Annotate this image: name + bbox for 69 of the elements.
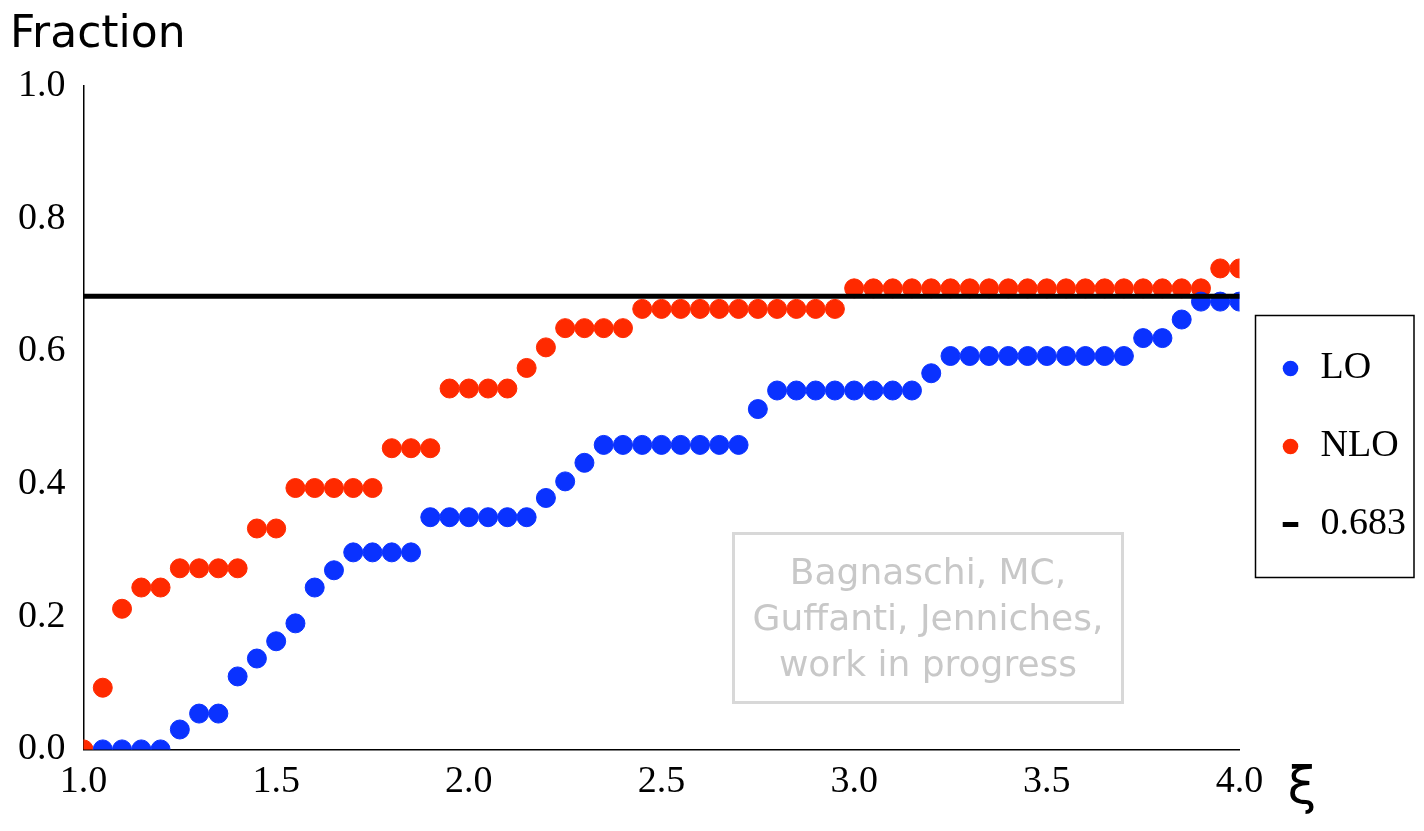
x-tick-label: 4.0 (1215, 758, 1264, 801)
point (824, 380, 845, 401)
y-tick-label: 0.8 (18, 194, 66, 237)
point (1113, 346, 1134, 366)
point (535, 487, 556, 508)
point (632, 434, 653, 455)
point (709, 434, 730, 455)
point (1036, 346, 1057, 366)
point (670, 434, 691, 455)
x-tick-label: 3.5 (1023, 758, 1071, 801)
point (478, 507, 499, 528)
point (439, 507, 460, 528)
point (901, 380, 922, 401)
point (285, 613, 306, 634)
x-tick-label: 2.5 (637, 758, 686, 801)
point (227, 666, 248, 687)
point (323, 560, 344, 581)
point (381, 542, 402, 563)
y-axis-title: Fraction (10, 6, 186, 58)
x-axis-title: ξ (1287, 754, 1317, 815)
point (1094, 346, 1115, 366)
point (882, 380, 903, 401)
point (959, 346, 980, 366)
point (343, 542, 364, 563)
point (304, 577, 325, 598)
point (420, 507, 441, 528)
x-tick-label: 3.0 (830, 758, 878, 801)
point (208, 703, 229, 724)
point (246, 648, 267, 669)
point (362, 542, 383, 563)
point (651, 434, 672, 455)
point (169, 719, 190, 740)
x-tick-label: 2.0 (445, 758, 493, 801)
point (921, 363, 942, 384)
point (593, 434, 614, 455)
point (497, 507, 518, 528)
point (266, 631, 287, 652)
point (1017, 346, 1038, 366)
point (458, 507, 479, 528)
point (516, 507, 537, 528)
point (747, 399, 768, 420)
point (786, 380, 807, 401)
point (555, 471, 576, 492)
point (728, 434, 749, 455)
y-tick-label: 0.4 (18, 460, 66, 503)
point (805, 380, 826, 401)
point (1056, 346, 1077, 366)
point (940, 346, 961, 366)
point (844, 380, 865, 401)
y-tick-label: 1.0 (18, 61, 66, 104)
point (690, 434, 711, 455)
point (574, 452, 595, 473)
point (1152, 328, 1173, 349)
legend-label: LO (1320, 344, 1372, 387)
point (1133, 328, 1154, 349)
point (998, 346, 1019, 366)
point (767, 380, 788, 401)
point (1075, 346, 1096, 366)
point (1171, 309, 1192, 330)
point (401, 542, 422, 563)
point (863, 380, 884, 401)
y-tick-label: 0.6 (18, 327, 66, 370)
x-tick-label: 1.5 (252, 758, 300, 801)
legend-label: 0.683 (1320, 500, 1406, 543)
y-tick-label: 0.2 (18, 592, 66, 635)
legend-label: NLO (1320, 422, 1399, 465)
point (612, 434, 633, 455)
point (979, 346, 1000, 366)
point (189, 703, 210, 724)
